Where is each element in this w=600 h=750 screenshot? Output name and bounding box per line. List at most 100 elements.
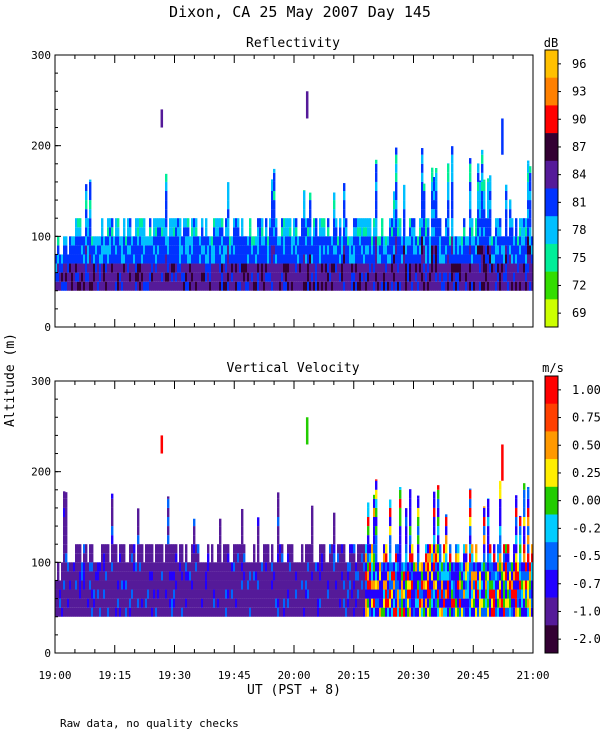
data-cell [57,263,60,273]
data-cell [205,263,208,273]
data-cell [217,263,220,273]
data-cell [345,218,348,228]
data-cell [469,245,472,255]
data-cell [389,218,392,228]
data-cell [89,236,92,246]
data-cell [327,236,330,246]
data-cell [259,272,262,282]
data-cell [425,236,428,246]
data-cell [337,281,340,291]
data-cell [141,571,144,581]
data-cell [65,236,68,246]
data-cell [433,517,436,527]
data-cell [439,589,442,599]
data-cell [79,571,82,581]
data-cell [291,281,294,291]
data-cell [281,272,284,282]
data-cell [449,272,452,282]
data-cell [481,149,484,155]
data-cell [247,607,250,617]
data-cell [293,254,296,264]
velocity-colorbar: 1.000.750.500.250.00-0.25-0.50-0.75-1.00… [544,375,600,654]
data-cell [445,281,448,291]
data-cell [233,218,236,228]
data-cell [369,218,372,228]
data-cell [267,607,270,617]
data-cell [271,245,274,255]
data-cell [301,236,304,246]
data-cell [523,553,526,563]
data-cell [525,281,528,291]
data-cell [415,236,418,246]
data-cell [477,191,480,201]
data-cell [461,272,464,282]
data-cell [129,544,132,554]
data-cell [95,562,98,572]
data-cell [511,562,514,572]
data-cell [143,281,146,291]
data-cell [313,598,316,608]
data-cell [499,480,502,490]
data-cell [455,272,458,282]
data-cell [171,553,174,563]
data-cell [253,544,256,554]
data-cell [89,571,92,581]
data-cell [227,580,230,590]
data-cell [169,580,172,590]
data-cell [417,236,420,246]
data-cell [451,163,454,173]
data-cell [453,607,456,617]
data-cell [435,209,438,219]
data-cell [219,589,222,599]
data-cell [487,209,490,219]
data-cell [323,272,326,282]
y-tick-label: 0 [44,321,51,334]
data-cell [431,236,434,246]
data-cell [475,245,478,255]
data-cell [477,245,480,255]
data-cell [101,580,104,590]
data-cell [307,607,310,617]
data-cell [355,589,358,599]
data-cell [249,236,252,246]
data-cell [271,272,274,282]
data-cell [215,562,218,572]
data-cell [255,607,258,617]
data-cell [287,263,290,273]
data-cell [313,245,316,255]
data-cell [309,553,312,563]
data-cell [527,281,530,291]
data-cell [359,281,362,291]
data-cell [463,281,466,291]
data-cell [161,589,164,599]
data-cell [311,507,314,517]
data-cell [307,571,310,581]
data-cell [89,553,92,563]
data-cell [173,263,176,273]
data-cell [325,272,328,282]
data-cell [483,507,486,517]
data-cell [499,580,502,590]
data-cell [451,245,454,255]
data-cell [233,580,236,590]
data-cell [499,517,502,527]
data-cell [401,236,404,246]
data-cell [369,245,372,255]
data-cell [481,254,484,264]
data-cell [411,589,414,599]
data-cell [409,562,412,572]
data-cell [379,607,382,617]
data-cell [287,227,290,237]
data-cell [393,263,396,273]
data-cell [189,580,192,590]
data-cell [505,580,508,590]
data-cell [431,607,434,617]
data-cell [265,227,268,237]
data-cell [79,281,82,291]
data-cell [527,544,530,554]
data-cell [405,526,408,536]
data-cell [483,607,486,617]
data-cell [123,580,126,590]
data-cell [521,598,524,608]
